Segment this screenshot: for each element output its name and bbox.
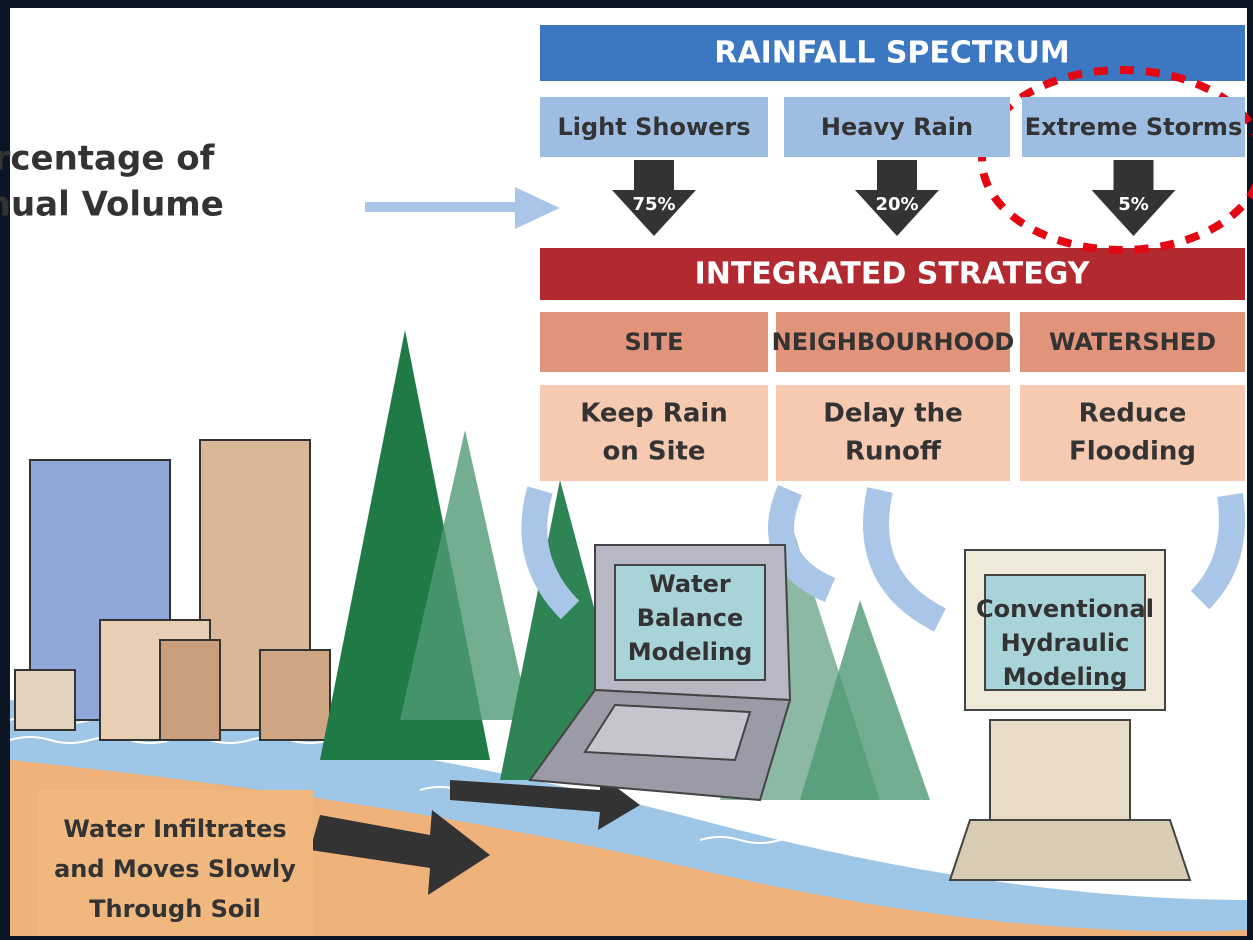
scale-name: SITE bbox=[625, 328, 684, 356]
spectrum-title: RAINFALL SPECTRUM bbox=[714, 36, 1069, 71]
soil-note: and Moves Slowly bbox=[54, 855, 296, 883]
volume-percentage: 20% bbox=[875, 194, 918, 215]
strategy-title: INTEGRATED STRATEGY bbox=[695, 257, 1091, 292]
event-name: Light Showers bbox=[557, 113, 750, 141]
model-label: Conventional bbox=[976, 595, 1154, 623]
goal-text: on Site bbox=[602, 437, 705, 467]
goal-text: Flooding bbox=[1069, 437, 1196, 467]
scale-name: WATERSHED bbox=[1049, 328, 1216, 356]
event-name: Extreme Storms bbox=[1025, 113, 1242, 141]
event-name: Heavy Rain bbox=[821, 113, 973, 141]
model-label: Hydraulic bbox=[1001, 629, 1130, 657]
annual-volume-label: Annual Volume bbox=[0, 185, 224, 225]
model-label: Modeling bbox=[1003, 663, 1128, 691]
model-label: Water bbox=[649, 570, 731, 598]
soil-note: Water Infiltrates bbox=[63, 815, 286, 843]
goal-text: Runoff bbox=[845, 437, 942, 467]
model-label: Balance bbox=[637, 604, 744, 632]
goal-text: Reduce bbox=[1079, 399, 1187, 429]
scale-name: NEIGHBOURHOOD bbox=[772, 328, 1015, 356]
annual-volume-label: Percentage of bbox=[0, 139, 216, 179]
soil-note: Through Soil bbox=[89, 895, 261, 923]
goal-text: Delay the bbox=[823, 399, 962, 429]
volume-percentage: 5% bbox=[1118, 194, 1149, 215]
model-label: Modeling bbox=[628, 638, 753, 666]
volume-percentage: 75% bbox=[632, 194, 675, 215]
infographic: RAINFALL SPECTRUM INTEGRATED STRATEGY Pe… bbox=[0, 0, 1253, 940]
goal-text: Keep Rain bbox=[580, 399, 728, 429]
